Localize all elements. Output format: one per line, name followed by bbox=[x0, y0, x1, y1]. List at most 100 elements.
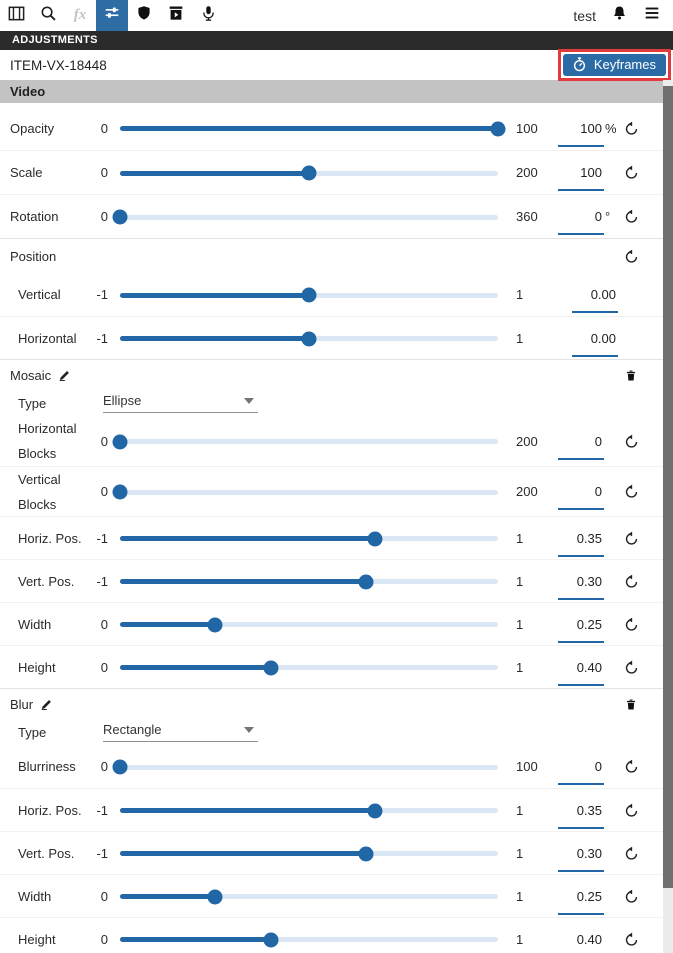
slider[interactable] bbox=[120, 929, 498, 949]
param-row-vert-pos: Vert. Pos. -1 1 0.30 bbox=[0, 559, 673, 602]
value-input[interactable]: 0 bbox=[556, 209, 604, 235]
value-input[interactable]: 0.40 bbox=[556, 660, 604, 686]
param-row-horizontal-blocks: Horizontal Blocks 0 200 0 bbox=[0, 416, 673, 466]
menu-button[interactable] bbox=[643, 4, 661, 27]
mosaic-header: Mosaic bbox=[0, 360, 673, 390]
slider[interactable] bbox=[112, 482, 498, 502]
keyframes-button[interactable]: Keyframes bbox=[562, 54, 666, 76]
chevron-down-icon bbox=[244, 397, 254, 404]
shield-button[interactable] bbox=[128, 0, 160, 31]
slider[interactable] bbox=[120, 285, 498, 305]
slider[interactable] bbox=[120, 163, 498, 183]
effects-button[interactable]: fx bbox=[64, 0, 96, 31]
value-input[interactable]: 0.00 bbox=[558, 331, 618, 357]
slider-max-label: 100 bbox=[516, 120, 538, 136]
reset-button[interactable] bbox=[616, 121, 646, 136]
slider[interactable] bbox=[112, 431, 498, 451]
video-section-header: Video bbox=[0, 80, 673, 103]
reset-button[interactable] bbox=[616, 434, 646, 449]
delete-button[interactable] bbox=[616, 368, 646, 383]
value-input[interactable]: 0.35 bbox=[556, 803, 604, 829]
param-row-width: Width 0 1 0.25 bbox=[0, 602, 673, 645]
reset-button[interactable] bbox=[616, 165, 646, 180]
slider[interactable] bbox=[120, 800, 498, 820]
export-button[interactable] bbox=[160, 0, 192, 31]
type-row: Type Ellipse bbox=[0, 390, 673, 416]
reset-button[interactable] bbox=[616, 484, 646, 499]
slider-min-label: 0 bbox=[100, 888, 108, 904]
delete-button[interactable] bbox=[616, 697, 646, 712]
reset-button[interactable] bbox=[616, 846, 646, 861]
slider-min-label: -1 bbox=[96, 530, 108, 546]
value-input[interactable]: 0 bbox=[556, 484, 604, 510]
slider[interactable] bbox=[112, 757, 498, 777]
slider-max-label: 360 bbox=[516, 209, 538, 224]
reset-button[interactable] bbox=[616, 249, 646, 264]
param-label: Blurriness bbox=[18, 759, 76, 774]
param-row-width: Width 0 1 0.25 bbox=[0, 874, 673, 917]
slider-max-label: 1 bbox=[516, 287, 524, 302]
slider[interactable] bbox=[120, 528, 498, 548]
slider-max-label: 1 bbox=[516, 616, 524, 632]
reset-button[interactable] bbox=[616, 660, 646, 675]
slider[interactable] bbox=[120, 118, 506, 138]
value-input[interactable]: 0.25 bbox=[556, 889, 604, 915]
value-input[interactable]: 0.25 bbox=[556, 617, 604, 643]
param-label: Scale bbox=[10, 165, 43, 180]
reset-button[interactable] bbox=[616, 889, 646, 904]
slider[interactable] bbox=[120, 886, 498, 906]
value-input[interactable]: 0.35 bbox=[556, 531, 604, 557]
slider-max-label: 1 bbox=[516, 888, 524, 904]
slider-min-label: 0 bbox=[100, 165, 108, 180]
reset-button[interactable] bbox=[616, 617, 646, 632]
param-row-vert-pos: Vert. Pos. -1 1 0.30 bbox=[0, 831, 673, 874]
effects-icon: fx bbox=[73, 7, 87, 23]
reset-button[interactable] bbox=[616, 803, 646, 818]
slider[interactable] bbox=[112, 207, 498, 227]
value-input[interactable]: 0.30 bbox=[556, 574, 604, 600]
value-input[interactable]: 0.00 bbox=[558, 287, 618, 313]
type-dropdown[interactable]: Rectangle bbox=[103, 722, 258, 742]
slider[interactable] bbox=[120, 571, 498, 591]
slider[interactable] bbox=[120, 614, 498, 634]
scrollbar[interactable] bbox=[663, 80, 673, 953]
edit-icon[interactable] bbox=[58, 369, 71, 382]
panel-layout-button[interactable] bbox=[0, 0, 32, 31]
value-input[interactable]: 100 bbox=[556, 165, 604, 191]
panel-title: ADJUSTMENTS bbox=[0, 31, 673, 50]
param-label: Vertical Blocks bbox=[18, 471, 61, 512]
value-input[interactable]: 100 bbox=[556, 121, 604, 147]
voiceover-button[interactable] bbox=[192, 0, 224, 31]
export-box-icon bbox=[167, 4, 185, 27]
param-label: Width bbox=[18, 888, 52, 904]
search-button[interactable] bbox=[32, 0, 64, 31]
section-label: Blur bbox=[10, 696, 34, 712]
slider[interactable] bbox=[120, 843, 498, 863]
param-label: Vert. Pos. bbox=[18, 573, 75, 589]
scrollbar-thumb[interactable] bbox=[663, 86, 673, 888]
reset-button[interactable] bbox=[616, 759, 646, 774]
slider[interactable] bbox=[120, 657, 498, 677]
reset-button[interactable] bbox=[616, 932, 646, 947]
value-input[interactable]: 0 bbox=[556, 434, 604, 460]
edit-icon[interactable] bbox=[40, 698, 53, 711]
value-suffix: ° bbox=[605, 209, 611, 224]
value-input[interactable]: 0.30 bbox=[556, 846, 604, 872]
item-id: ITEM-VX-18448 bbox=[10, 57, 107, 73]
slider[interactable] bbox=[120, 328, 498, 348]
param-row-scale: Scale 0 200 100 bbox=[0, 150, 673, 194]
reset-button[interactable] bbox=[616, 531, 646, 546]
mosaic-section: Mosaic Type Ellipse Horizontal Blocks 0 200 0 V… bbox=[0, 359, 673, 688]
user-menu[interactable]: test bbox=[573, 7, 596, 24]
type-dropdown[interactable]: Ellipse bbox=[103, 393, 258, 413]
slider-min-label: 0 bbox=[100, 484, 108, 499]
param-row-vertical: Vertical -1 1 0.00 bbox=[0, 273, 673, 316]
param-label: Height bbox=[18, 659, 56, 675]
reset-button[interactable] bbox=[616, 574, 646, 589]
shield-icon bbox=[136, 5, 152, 26]
value-input[interactable]: 0.40 bbox=[556, 932, 602, 947]
notifications-button[interactable] bbox=[611, 5, 628, 27]
reset-button[interactable] bbox=[616, 209, 646, 224]
adjustments-tab-button[interactable] bbox=[96, 0, 128, 31]
value-input[interactable]: 0 bbox=[556, 759, 604, 785]
